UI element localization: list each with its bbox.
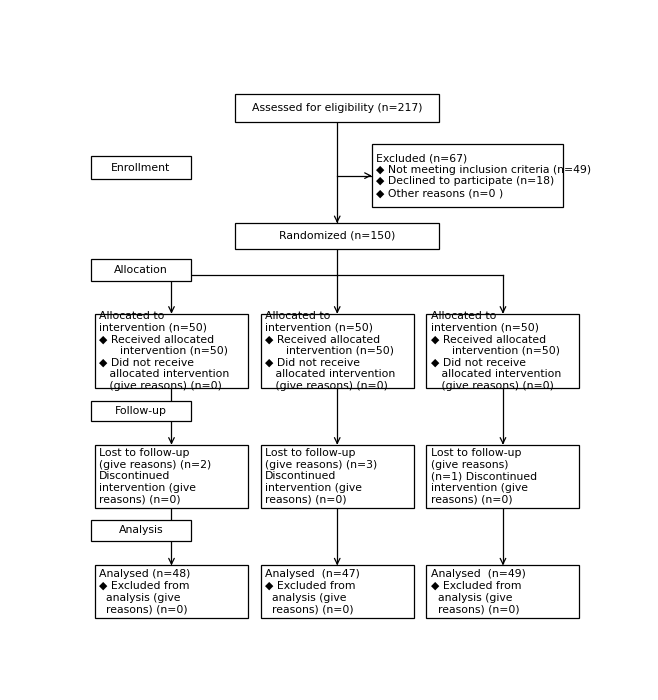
FancyBboxPatch shape	[91, 401, 191, 421]
Text: Analysed  (n=47)
◆ Excluded from
  analysis (give
  reasons) (n=0): Analysed (n=47) ◆ Excluded from analysis…	[265, 569, 360, 614]
Text: Allocated to
intervention (n=50)
◆ Received allocated
      intervention (n=50)
: Allocated to intervention (n=50) ◆ Recei…	[430, 311, 561, 391]
FancyBboxPatch shape	[261, 566, 414, 618]
FancyBboxPatch shape	[372, 144, 563, 207]
FancyBboxPatch shape	[426, 566, 580, 618]
Text: Excluded (n=67)
◆ Not meeting inclusion criteria (n=49)
◆ Declined to participat: Excluded (n=67) ◆ Not meeting inclusion …	[376, 153, 591, 198]
Text: Allocated to
intervention (n=50)
◆ Received allocated
      intervention (n=50)
: Allocated to intervention (n=50) ◆ Recei…	[99, 311, 230, 391]
FancyBboxPatch shape	[426, 444, 580, 508]
FancyBboxPatch shape	[236, 223, 440, 249]
FancyBboxPatch shape	[95, 566, 248, 618]
FancyBboxPatch shape	[236, 94, 440, 122]
Text: Allocated to
intervention (n=50)
◆ Received allocated
      intervention (n=50)
: Allocated to intervention (n=50) ◆ Recei…	[265, 311, 395, 391]
FancyBboxPatch shape	[261, 444, 414, 508]
Text: Lost to follow-up
(give reasons) (n=3)
Discontinued
intervention (give
reasons) : Lost to follow-up (give reasons) (n=3) D…	[265, 448, 377, 505]
FancyBboxPatch shape	[261, 314, 414, 388]
Text: Enrollment: Enrollment	[111, 162, 170, 172]
Text: Analysed (n=48)
◆ Excluded from
  analysis (give
  reasons) (n=0): Analysed (n=48) ◆ Excluded from analysis…	[99, 569, 190, 614]
Text: Allocation: Allocation	[114, 265, 168, 275]
FancyBboxPatch shape	[95, 314, 248, 388]
Text: Randomized (n=150): Randomized (n=150)	[279, 231, 395, 241]
Text: Analysis: Analysis	[118, 525, 163, 536]
FancyBboxPatch shape	[426, 314, 580, 388]
Text: Analysed  (n=49)
◆ Excluded from
  analysis (give
  reasons) (n=0): Analysed (n=49) ◆ Excluded from analysis…	[430, 569, 526, 614]
Text: Follow-up: Follow-up	[115, 406, 167, 416]
FancyBboxPatch shape	[95, 444, 248, 508]
FancyBboxPatch shape	[91, 156, 191, 179]
FancyBboxPatch shape	[91, 520, 191, 540]
Text: Assessed for eligibility (n=217): Assessed for eligibility (n=217)	[252, 104, 422, 113]
Text: Lost to follow-up
(give reasons)
(n=1) Discontinued
intervention (give
reasons) : Lost to follow-up (give reasons) (n=1) D…	[430, 448, 537, 505]
Text: Lost to follow-up
(give reasons) (n=2)
Discontinued
intervention (give
reasons) : Lost to follow-up (give reasons) (n=2) D…	[99, 448, 211, 505]
FancyBboxPatch shape	[91, 258, 191, 281]
